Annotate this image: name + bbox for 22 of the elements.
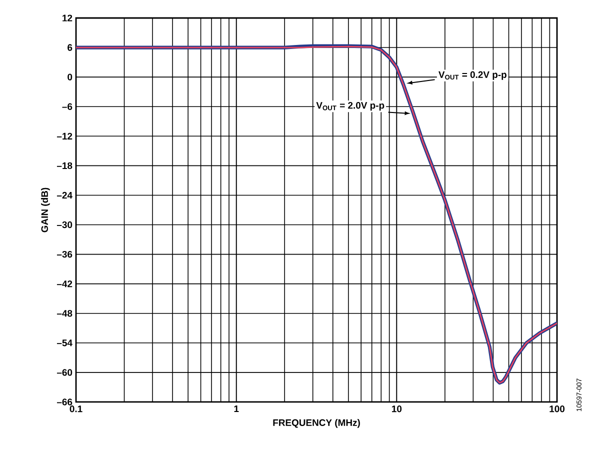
y-tick-label: –6 (62, 103, 72, 110)
y-tick-label: –48 (56, 310, 72, 317)
y-tick-label: –12 (56, 132, 72, 140)
y-tick-label: –30 (56, 221, 72, 228)
y-tick-label: –42 (56, 280, 72, 288)
y-tick-label: –36 (56, 250, 72, 258)
x-tick-label: 10 (392, 406, 402, 412)
y-axis-title: GAIN (dB) (41, 188, 50, 232)
y-tick-label: –60 (56, 369, 72, 376)
y-tick-label: 0 (68, 74, 72, 80)
x-tick-label: 100 (550, 406, 565, 412)
y-tick-label: –66 (56, 398, 72, 406)
y-tick-label: 6 (68, 44, 72, 51)
annotation: V$_{OUT}$ = 0.2V p-p (438, 71, 506, 80)
annotation: V$_{OUT}$ = 2.0V p-p (316, 102, 384, 111)
y-tick-label: –18 (56, 162, 72, 170)
y-tick-label: –24 (56, 192, 72, 199)
x-tick-label: 1 (234, 406, 239, 412)
y-tick-label: –54 (56, 340, 72, 346)
y-tick-label: 12 (62, 14, 72, 22)
x-tick-label: 0.1 (70, 406, 82, 412)
x-axis-title: FREQUENCY (MHz) (273, 419, 360, 428)
